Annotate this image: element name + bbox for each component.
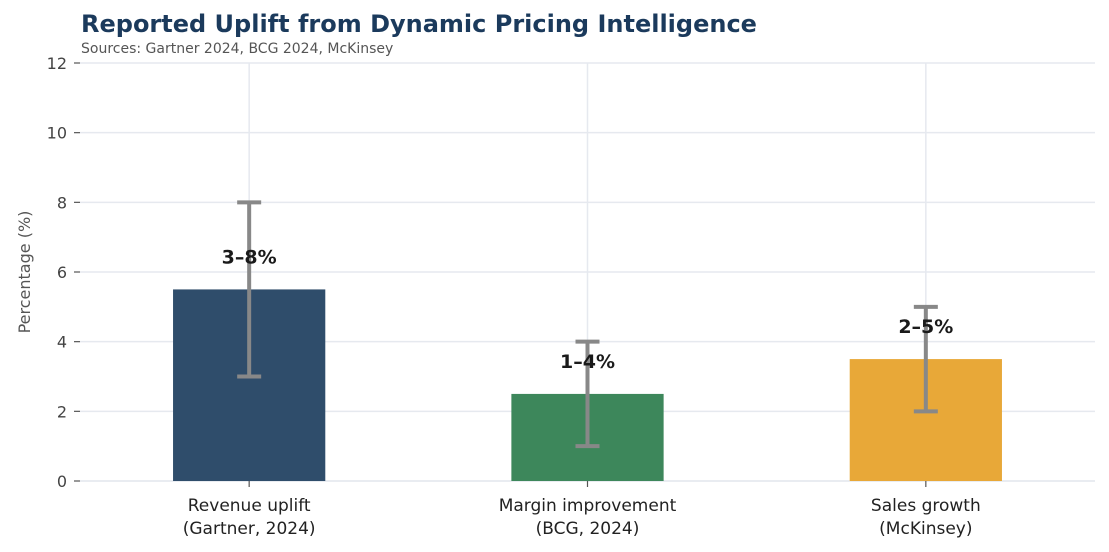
data-label-3: 2–5%: [898, 316, 953, 338]
y-tick-label: 6: [57, 263, 67, 282]
y-tick-label: 8: [57, 193, 67, 212]
x-tick-label-2: Margin improvement (BCG, 2024): [499, 496, 677, 539]
x-tick-label-1: Revenue uplift (Gartner, 2024): [183, 496, 316, 539]
y-tick-label: 12: [47, 54, 67, 73]
chart-subtitle: Sources: Gartner 2024, BCG 2024, McKinse…: [81, 41, 394, 57]
y-tick-label: 2: [57, 402, 67, 421]
y-tick-label: 10: [47, 124, 67, 143]
x-tick-label-line: Sales growth: [871, 496, 981, 516]
chart-title: Reported Uplift from Dynamic Pricing Int…: [81, 10, 757, 38]
y-axis-label: Percentage (%): [15, 211, 34, 334]
x-tick-label-3: Sales growth (McKinsey): [871, 496, 981, 539]
x-tick-label-line: Revenue uplift: [188, 496, 311, 516]
y-tick-label: 4: [57, 333, 67, 352]
data-label-1: 3–8%: [222, 246, 277, 268]
data-label-2: 1–4%: [560, 351, 615, 373]
x-tick-label-line: Margin improvement: [499, 496, 677, 516]
x-tick-label-line: (BCG, 2024): [536, 519, 640, 539]
x-tick-label-line: (Gartner, 2024): [183, 519, 316, 539]
y-tick-label: 0: [57, 472, 67, 491]
x-tick-label-line: (McKinsey): [879, 519, 972, 539]
